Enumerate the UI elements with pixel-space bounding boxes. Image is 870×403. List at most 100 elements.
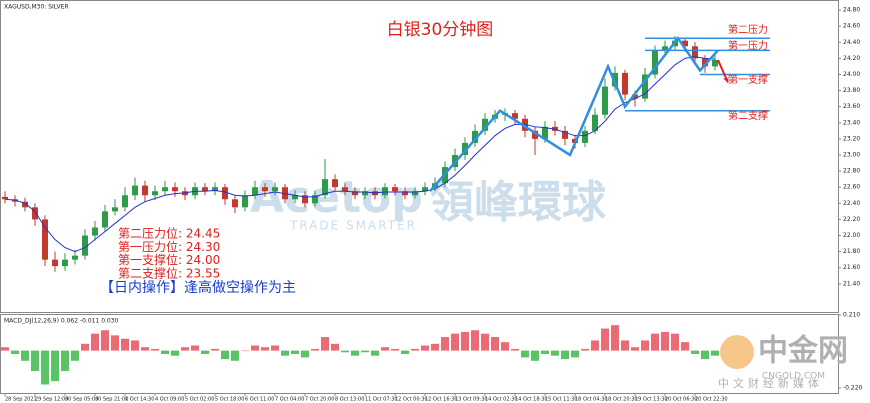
moving-average: [4, 56, 716, 253]
candle-body: [252, 187, 258, 196]
macd-bar: [1, 347, 9, 351]
macd-bar: [461, 331, 469, 351]
candle-body: [622, 72, 628, 95]
macd-bar: [571, 350, 579, 358]
macd-bar: [221, 350, 229, 360]
macd-bar: [471, 330, 479, 351]
candle-body: [412, 191, 418, 196]
candle-body: [22, 201, 28, 208]
candle-body: [222, 187, 228, 200]
macd-bar: [331, 343, 339, 351]
macd-bar: [11, 350, 19, 354]
macd-bar: [521, 350, 529, 358]
x-tick-label: 1 Oct 14:30: [125, 397, 154, 403]
x-tick-label: 15 Oct 11:30: [545, 397, 578, 403]
candle-body: [302, 195, 308, 204]
y-tick-label: 22.80: [843, 168, 860, 175]
x-tick-label: 7 Oct 04:00: [275, 397, 304, 403]
candle-body: [532, 130, 538, 139]
candle-body: [212, 187, 218, 192]
macd-bar: [341, 350, 349, 353]
candle-body: [612, 72, 618, 87]
candle-body: [132, 185, 138, 196]
candle-body: [342, 187, 348, 192]
macd-bar: [661, 331, 669, 351]
candle-body: [122, 195, 128, 208]
y-tick-label: 23.20: [843, 135, 860, 142]
macd-bar: [201, 350, 209, 354]
macd-bar: [411, 348, 419, 351]
y-tick-label: 24.20: [843, 55, 860, 62]
x-tick-label: 13 Oct 09:30: [455, 397, 488, 403]
macd-bar: [691, 350, 699, 354]
candle-body: [42, 219, 48, 260]
macd-bar: [431, 343, 439, 351]
symbol-label: XAGUSD,M30: SILVER: [4, 4, 69, 11]
y-tick-label: 21.40: [843, 280, 860, 287]
level-note: 第一压力位: 24.30: [118, 239, 220, 254]
macd-bar: [531, 350, 539, 361]
candle-body: [702, 58, 708, 67]
macd-bar: [131, 340, 139, 351]
macd-bar: [41, 350, 49, 385]
macd-bar: [251, 345, 259, 351]
candle-body: [102, 211, 108, 228]
macd-bar: [451, 333, 459, 351]
candle-body: [242, 195, 248, 208]
y-tick-label: 24.80: [843, 7, 860, 14]
macd-bar: [381, 347, 389, 351]
y-tick-label: 24.60: [843, 23, 860, 30]
x-tick-label: 20 Oct 22:30: [695, 397, 728, 403]
y-tick-label: 0.210: [843, 312, 860, 319]
macd-bar: [601, 328, 609, 351]
macd-bar: [121, 338, 129, 351]
candle-body: [362, 191, 368, 196]
candle-body: [82, 235, 88, 256]
macd-bar: [61, 350, 69, 371]
candle-body: [232, 199, 238, 208]
level-note: 第一支撑位: 24.00: [118, 252, 220, 267]
macd-bar: [501, 342, 509, 351]
macd-bar: [241, 350, 249, 352]
x-tick-label: 6 Oct 11:00: [245, 397, 274, 403]
level-label: 第一支撑: [728, 73, 768, 86]
macd-bar: [271, 345, 279, 351]
candle-body: [562, 130, 568, 139]
x-tick-label: 30 Sep 21:00: [95, 397, 128, 403]
macd-bar: [91, 333, 99, 351]
y-tick-label: 23.60: [843, 103, 860, 110]
candle-body: [662, 46, 668, 51]
candle-body: [472, 130, 478, 143]
watermark: CNGOLD.COM: [762, 372, 825, 382]
candle-body: [682, 40, 688, 47]
watermark: 領峰環球: [430, 177, 607, 228]
x-tick-label: 11 Oct 07:30: [365, 397, 398, 403]
candle-body: [482, 118, 488, 131]
macd-bar: [591, 340, 599, 351]
y-tick-label: 22.00: [843, 232, 860, 239]
candle-body: [652, 50, 658, 75]
level-label: 第二支撑: [728, 109, 768, 122]
y-tick-label: 22.20: [843, 216, 860, 223]
macd-bar: [141, 347, 149, 351]
macd-bar: [51, 350, 59, 382]
candle-body: [462, 142, 468, 155]
macd-bar: [631, 347, 639, 351]
watermark: TRADE SMARTER: [289, 219, 417, 233]
y-tick-label: 24.40: [843, 39, 860, 46]
macd-bar: [441, 337, 449, 351]
macd-bar: [551, 350, 559, 356]
candle-body: [712, 59, 718, 67]
indicator-panel: [0, 314, 839, 394]
candle-body: [692, 46, 698, 59]
candle-body: [402, 191, 408, 196]
x-tick-label: 5 Oct 02:00: [185, 397, 214, 403]
macd-bar: [421, 345, 429, 351]
arrow-head: [723, 73, 729, 83]
macd-bar: [101, 330, 109, 351]
candle-body: [582, 130, 588, 143]
level-label: 第一压力: [728, 39, 768, 52]
macd-bar: [651, 333, 659, 351]
candle-body: [382, 187, 388, 196]
